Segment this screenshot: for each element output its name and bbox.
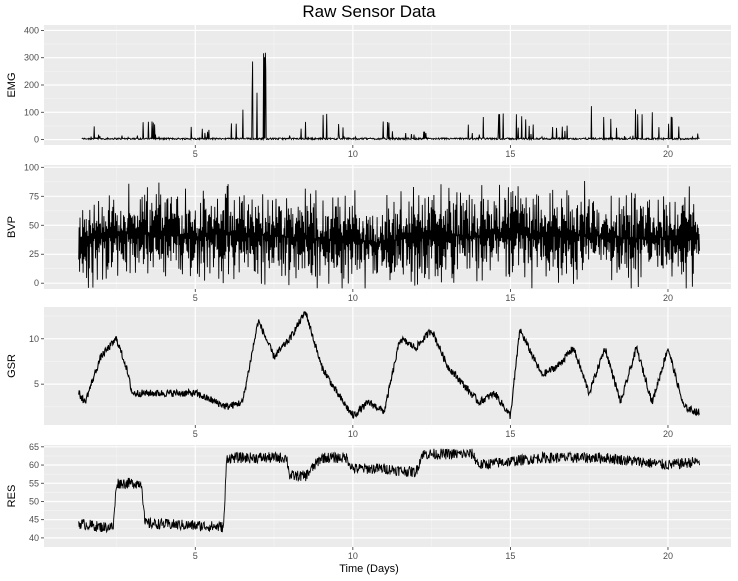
- y-tick-label: 60: [29, 460, 39, 470]
- x-tick-label: 10: [348, 551, 358, 561]
- panel-background: [44, 307, 731, 425]
- x-tick-label: 10: [348, 149, 358, 159]
- series-line-res: [78, 448, 700, 534]
- y-axis-label-res: RES: [6, 485, 18, 508]
- x-tick-label: 5: [193, 149, 198, 159]
- y-tick-label: 55: [29, 478, 39, 488]
- x-tick-label: 5: [193, 293, 198, 303]
- series-line-gsr: [78, 311, 700, 420]
- x-tick-label: 15: [505, 293, 515, 303]
- y-tick-label: 40: [29, 533, 39, 543]
- y-axis-label-gsr: GSR: [6, 354, 18, 378]
- y-tick-label: 5: [34, 379, 39, 389]
- x-tick-label: 20: [663, 551, 673, 561]
- series-line-emg: [81, 52, 700, 142]
- x-tick-label: 10: [348, 293, 358, 303]
- y-tick-label: 300: [24, 53, 39, 63]
- x-tick-label: 5: [193, 551, 198, 561]
- x-tick-label: 10: [348, 429, 358, 439]
- x-axis-label: Time (Days): [339, 563, 399, 575]
- y-tick-label: 100: [24, 162, 39, 172]
- y-tick-label: 65: [29, 442, 39, 452]
- series-line-bvp: [78, 180, 700, 289]
- y-tick-label: 0: [34, 135, 39, 145]
- y-tick-label: 50: [29, 496, 39, 506]
- y-tick-label: 45: [29, 515, 39, 525]
- x-tick-label: 5: [193, 429, 198, 439]
- y-tick-label: 75: [29, 191, 39, 201]
- x-tick-label: 15: [505, 149, 515, 159]
- y-tick-label: 200: [24, 80, 39, 90]
- chart-title: Raw Sensor Data: [302, 2, 436, 21]
- y-axis-label-emg: EMG: [6, 72, 18, 97]
- x-tick-label: 15: [505, 551, 515, 561]
- y-tick-label: 400: [24, 25, 39, 35]
- y-axis-label-bvp: BVP: [6, 216, 18, 238]
- y-tick-label: 50: [29, 220, 39, 230]
- x-tick-label: 20: [663, 149, 673, 159]
- y-tick-label: 0: [34, 278, 39, 288]
- x-tick-label: 15: [505, 429, 515, 439]
- y-tick-label: 25: [29, 249, 39, 259]
- x-tick-label: 20: [663, 293, 673, 303]
- x-tick-label: 20: [663, 429, 673, 439]
- y-tick-label: 10: [29, 334, 39, 344]
- y-tick-label: 100: [24, 107, 39, 117]
